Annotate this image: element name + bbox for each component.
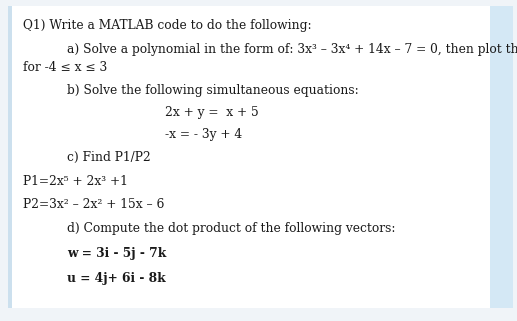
Text: d) Compute the dot product of the following vectors:: d) Compute the dot product of the follow… [67, 222, 396, 235]
Text: P2=3x² – 2x² + 15x – 6: P2=3x² – 2x² + 15x – 6 [23, 198, 164, 211]
FancyBboxPatch shape [10, 6, 491, 308]
FancyBboxPatch shape [8, 6, 12, 308]
Text: -x = - 3y + 4: -x = - 3y + 4 [165, 128, 242, 141]
Text: a) Solve a polynomial in the form of: 3x³ – 3x⁴ + 14x – 7 = 0, then plot the pol: a) Solve a polynomial in the form of: 3x… [67, 43, 517, 56]
Text: for -4 ≤ x ≤ 3: for -4 ≤ x ≤ 3 [23, 61, 108, 74]
Text: Q1) Write a MATLAB code to do the following:: Q1) Write a MATLAB code to do the follow… [23, 19, 312, 32]
Text: u = 4j+ 6i - 8k: u = 4j+ 6i - 8k [67, 272, 166, 285]
Text: 2x + y =  x + 5: 2x + y = x + 5 [165, 106, 259, 119]
FancyBboxPatch shape [490, 6, 513, 308]
Text: b) Solve the following simultaneous equations:: b) Solve the following simultaneous equa… [67, 84, 359, 97]
Text: w = 3i - 5j - 7k: w = 3i - 5j - 7k [67, 247, 166, 260]
Text: P1=2x⁵ + 2x³ +1: P1=2x⁵ + 2x³ +1 [23, 175, 128, 187]
Text: c) Find P1/P2: c) Find P1/P2 [67, 152, 151, 164]
